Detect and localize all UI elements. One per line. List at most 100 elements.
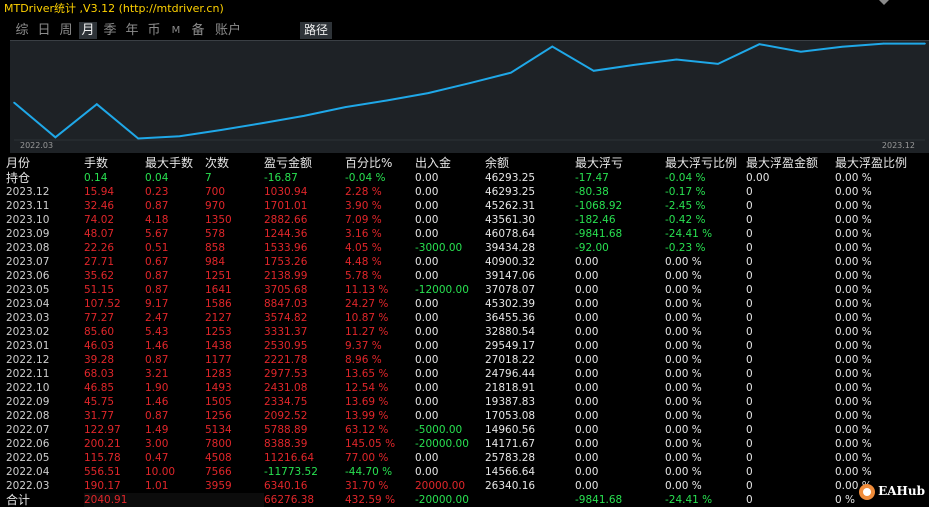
table-cell: 0.00 %	[835, 424, 872, 436]
column-header[interactable]: 余额	[485, 156, 510, 170]
route-button[interactable]: 路径	[300, 22, 332, 39]
tab-week[interactable]: 周	[59, 23, 73, 38]
table-row[interactable]: 2022.11 68.03 3.21 1283 2977.53 13.65 % 0.00 24…	[0, 367, 929, 381]
table-cell: 200.21	[84, 438, 121, 450]
total-cell: 合计	[6, 493, 31, 507]
column-header[interactable]: 最大手数	[145, 156, 194, 170]
table-cell: 2023.11	[6, 200, 50, 212]
table-cell: 9.17	[145, 298, 169, 310]
dropdown-arrow-icon[interactable]	[879, 0, 889, 5]
table-cell: 0.00	[575, 298, 599, 310]
table-cell: 0.67	[145, 256, 169, 268]
total-cell: -9841.68	[575, 494, 623, 506]
table-cell: 1251	[205, 270, 232, 282]
table-row[interactable]: 2022.08 31.77 0.87 1256 2092.52 13.99 % 0.00 17…	[0, 409, 929, 423]
table-row[interactable]: 2023.08 22.26 0.51 858 1533.96 4.05 % -3000.00…	[0, 241, 929, 255]
table-cell: -0.04 %	[345, 172, 386, 184]
table-cell: 984	[205, 256, 226, 268]
table-row[interactable]: 2023.05 51.15 0.87 1641 3705.68 11.13 % -12000…	[0, 283, 929, 297]
table-cell: 8.96 %	[345, 354, 382, 366]
table-cell: 37078.07	[485, 284, 536, 296]
table-cell: 0.87	[145, 410, 169, 422]
table-row[interactable]: 持仓 0.14 0.04 7 -16.87 -0.04 % 0.00 46293.25 -17.…	[0, 171, 929, 185]
table-row[interactable]: 2023.10 74.02 4.18 1350 2882.66 7.09 % 0.00 435…	[0, 213, 929, 227]
column-header[interactable]: 最大浮亏	[575, 156, 624, 170]
tab-day[interactable]: 日	[37, 23, 51, 38]
table-cell: 0.00	[415, 382, 439, 394]
table-cell: 3574.82	[264, 312, 308, 324]
total-cell: 2040.91	[84, 493, 145, 507]
column-header[interactable]: 百分比%	[345, 156, 393, 170]
column-header[interactable]: 最大浮盈比例	[835, 156, 908, 170]
tab-month[interactable]: 月	[79, 22, 97, 39]
table-cell: 5134	[205, 424, 232, 436]
table-cell: 8847.03	[264, 298, 308, 310]
column-header[interactable]: 月份	[6, 156, 31, 170]
table-cell: 2023.09	[6, 228, 50, 240]
table-cell: 0.87	[145, 270, 169, 282]
table-cell: 2022.10	[6, 382, 50, 394]
tab-year[interactable]: 年	[125, 23, 139, 38]
table-cell: 2023.10	[6, 214, 50, 226]
table-cell: 0.00	[575, 354, 599, 366]
table-cell: 578	[205, 228, 226, 240]
table-row[interactable]: 2022.06 200.21 3.00 7800 8388.39 145.05 % -200…	[0, 437, 929, 451]
tab-account[interactable]: 账户	[214, 23, 241, 38]
table-row[interactable]: 2023.01 46.03 1.46 1438 2530.95 9.37 % 0.00 295…	[0, 339, 929, 353]
column-header[interactable]: 最大浮亏比例	[665, 156, 738, 170]
table-cell: 2023.06	[6, 270, 50, 282]
table-cell: 43561.30	[485, 214, 536, 226]
table-cell: -2.45 %	[665, 200, 706, 212]
table-cell: -24.41 %	[665, 228, 713, 240]
tab-quarter[interactable]: 季	[103, 23, 117, 38]
table-row[interactable]: 2022.12 39.28 0.87 1177 2221.78 8.96 % 0.00 270…	[0, 353, 929, 367]
table-cell: 1256	[205, 410, 232, 422]
table-cell: 0.00	[575, 368, 599, 380]
balance-point	[178, 135, 181, 137]
column-header[interactable]: 次数	[205, 156, 230, 170]
total-cell: 0	[746, 494, 753, 506]
table-cell: 0	[746, 228, 753, 240]
table-row[interactable]: 2023.06 35.62 0.87 1251 2138.99 5.78 % 0.00 391…	[0, 269, 929, 283]
table-row[interactable]: 2022.10 46.85 1.90 1493 2431.08 12.54 % 0.00 21…	[0, 381, 929, 395]
table-cell: 0.00 %	[835, 396, 872, 408]
tab-magic[interactable]: M	[171, 25, 181, 36]
table-cell: 0.00 %	[835, 270, 872, 282]
table-row[interactable]: 2023.07 27.71 0.67 984 1753.26 4.48 % 0.00 4090…	[0, 255, 929, 269]
table-row[interactable]: 2023.11 32.46 0.87 970 1701.01 3.90 % 0.00 4526…	[0, 199, 929, 213]
tab-note[interactable]: 备	[191, 23, 205, 38]
column-header[interactable]: 最大浮盈金额	[746, 156, 819, 170]
table-row[interactable]: 2022.07 122.97 1.49 5134 5788.89 63.12 % -5000…	[0, 423, 929, 437]
tab-currency[interactable]: 币	[147, 23, 161, 38]
table-cell: 12.54 %	[345, 382, 389, 394]
table-row[interactable]: 2023.02 85.60 5.43 1253 3331.37 11.27 % 0.00 32…	[0, 325, 929, 339]
table-cell: 0.00	[575, 340, 599, 352]
balance-point	[717, 63, 719, 65]
table-cell: -5000.00	[415, 424, 463, 436]
table-cell: 556.51	[84, 466, 121, 478]
table-row[interactable]: 2022.09 45.75 1.46 1505 2334.75 13.69 % 0.00 19…	[0, 395, 929, 409]
table-row[interactable]: 2023.12 15.94 0.23 700 1030.94 2.28 % 0.00 4629…	[0, 185, 929, 199]
table-cell: 0.00 %	[665, 424, 702, 436]
table-cell: -0.17 %	[665, 186, 706, 198]
table-cell: 0	[746, 200, 753, 212]
table-row[interactable]: 2023.09 48.07 5.67 578 1244.36 3.16 % 0.00 4607…	[0, 227, 929, 241]
balance-chart-svg	[13, 42, 926, 141]
table-cell: 1283	[205, 368, 232, 380]
column-header[interactable]: 出入金	[415, 156, 452, 170]
table-row[interactable]: 2022.05 115.78 0.47 4508 11216.64 77.00 % 0.00…	[0, 451, 929, 465]
column-header[interactable]: 盈亏金额	[264, 156, 313, 170]
total-cell	[205, 493, 264, 507]
table-cell: 4.05 %	[345, 242, 382, 254]
tab-overall[interactable]: 综	[15, 23, 29, 38]
column-header[interactable]: 手数	[84, 156, 109, 170]
eahub-text: EAHub	[878, 484, 925, 498]
table-cell: 2530.95	[264, 340, 308, 352]
table-row[interactable]: 2023.03 77.27 2.47 2127 3574.82 10.87 % 0.00 36…	[0, 311, 929, 325]
table-cell: 持仓	[6, 171, 31, 185]
table-row[interactable]: 2022.03 190.17 1.01 3959 6340.16 31.70 % 20000…	[0, 479, 929, 493]
table-row[interactable]: 2023.04 107.52 9.17 1586 8847.03 24.27 % 0.00 4…	[0, 297, 929, 311]
table-cell: 5788.89	[264, 424, 308, 436]
table-cell: -1068.92	[575, 200, 623, 212]
table-row[interactable]: 2022.04 556.51 10.00 7566 -11773.52 -44.70 % 0…	[0, 465, 929, 479]
